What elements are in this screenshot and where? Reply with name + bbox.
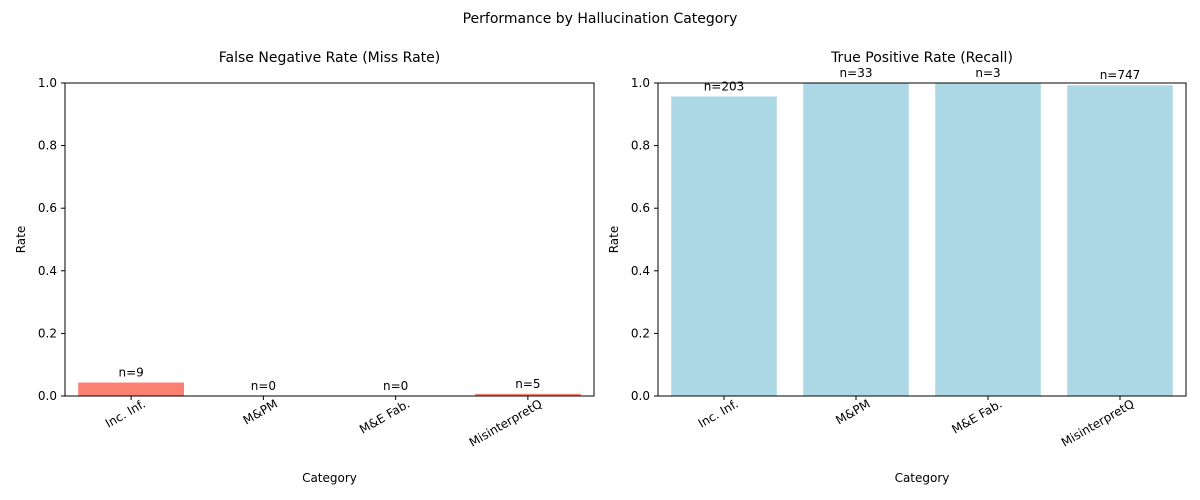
bar-count-label: n=9 [118, 366, 143, 380]
bar-count-label: n=5 [515, 377, 540, 391]
subplot-panels: 0.0 0.2 0.4 0.6 0.8 1.0 Inc. Inf. n=9 M&PM n=0 M&E… [14, 50, 1187, 485]
y-axis-label: Rate [14, 226, 28, 254]
subplot-2: 0.0 0.2 0.4 0.6 0.8 1.0 Inc. Inf. n=203 M&PM n=33… [607, 50, 1187, 485]
subplot-title: True Positive Rate (Recall) [830, 50, 1013, 66]
bar [78, 382, 185, 396]
y-tick-label: 0.8 [631, 139, 650, 153]
x-axis-label: Category [302, 471, 357, 485]
y-tick-label: 0.6 [38, 201, 57, 215]
bar-count-label: n=0 [251, 379, 276, 393]
bar [474, 393, 581, 396]
bar-count-label: n=3 [975, 66, 1000, 80]
x-tick-label: M&PM [833, 397, 872, 428]
bar-count-label: n=33 [840, 66, 873, 80]
x-tick-label: Inc. Inf. [696, 397, 741, 431]
x-tick-label: M&PM [241, 397, 280, 428]
subplot-title: False Negative Rate (Miss Rate) [219, 50, 440, 66]
figure-title: Performance by Hallucination Category [463, 11, 738, 27]
subplot-1: 0.0 0.2 0.4 0.6 0.8 1.0 Inc. Inf. n=9 M&PM n=0 M&E… [14, 50, 595, 485]
bar-count-label: n=203 [704, 79, 745, 93]
y-tick-label: 0.6 [631, 201, 650, 215]
x-tick-label: MisinterpretQ [467, 397, 545, 450]
x-tick-label: MisinterpretQ [1059, 397, 1137, 450]
axes-frame [657, 82, 1187, 397]
x-tick-label: M&E Fab. [949, 397, 1004, 437]
y-tick-label: 0.0 [38, 389, 57, 403]
y-tick-label: 1.0 [38, 76, 57, 90]
bar [1067, 85, 1173, 396]
bar-count-label: n=747 [1100, 68, 1141, 82]
bar-count-label: n=0 [383, 379, 408, 393]
y-tick-label: 0.4 [38, 264, 57, 278]
y-axis-label: Rate [607, 226, 621, 254]
y-tick-label: 0.4 [631, 264, 650, 278]
y-tick-label: 0.0 [631, 389, 650, 403]
y-tick-label: 1.0 [631, 76, 650, 90]
x-axis-label: Category [895, 471, 950, 485]
x-tick-label: M&E Fab. [357, 397, 412, 437]
y-tick-label: 0.2 [38, 326, 57, 340]
axes-frame [64, 82, 595, 397]
y-tick-label: 0.2 [631, 326, 650, 340]
bar [671, 96, 777, 397]
bar [803, 83, 909, 396]
bar [935, 83, 1041, 396]
y-tick-label: 0.8 [38, 139, 57, 153]
x-tick-label: Inc. Inf. [103, 397, 148, 431]
